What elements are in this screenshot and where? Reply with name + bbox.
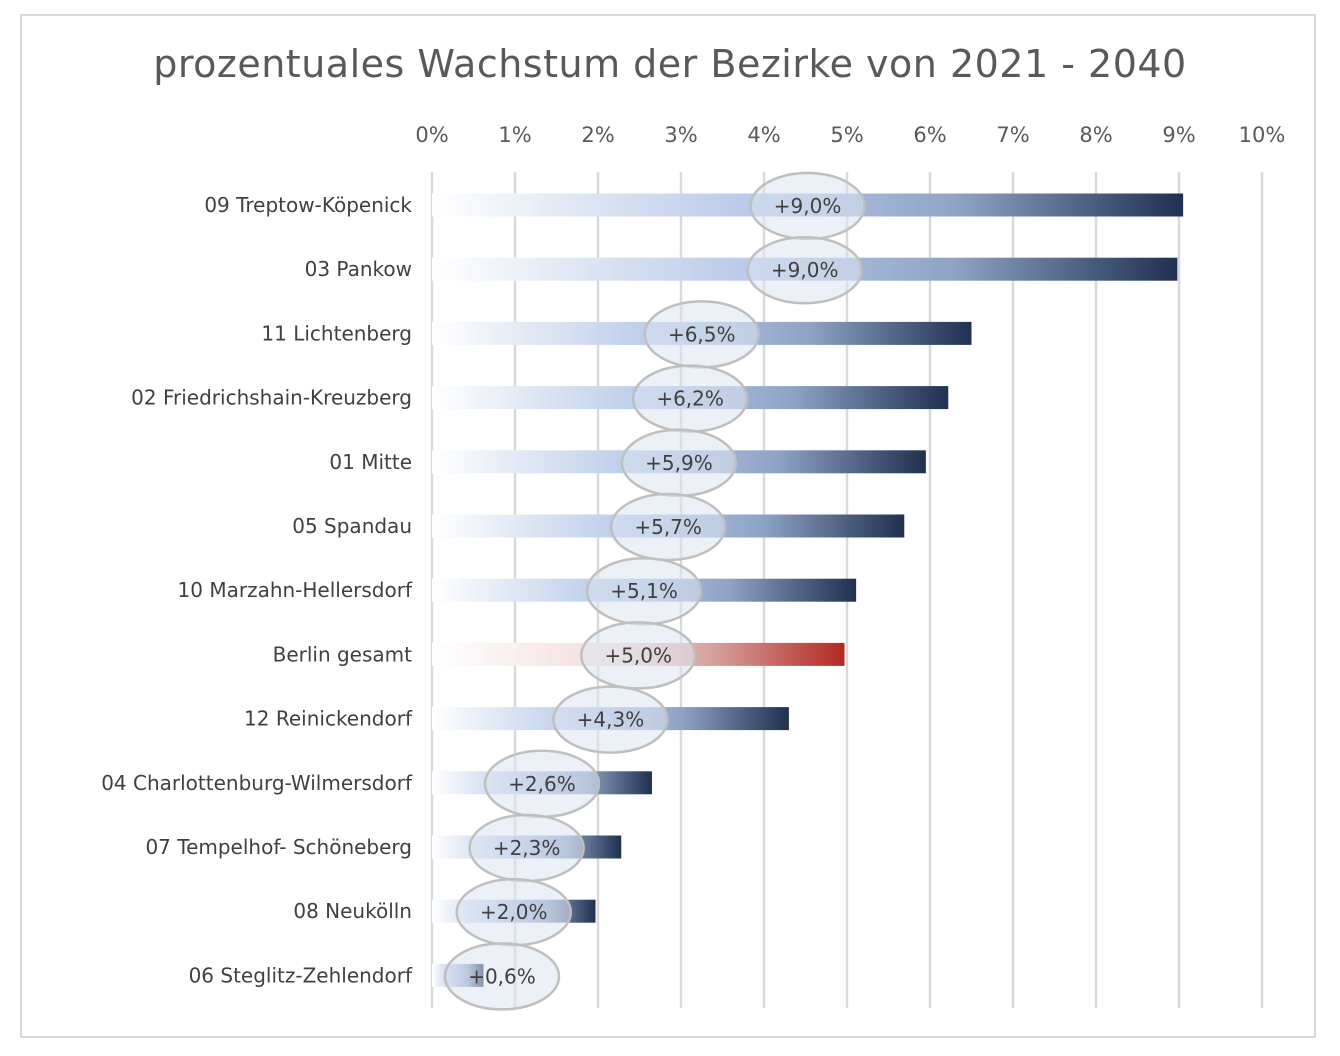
x-tick-label: 1% [498, 123, 531, 147]
x-tick-label: 5% [830, 123, 863, 147]
data-label: +5,7% [634, 515, 702, 539]
category-label: 03 Pankow [305, 257, 412, 281]
category-label: 12 Reinickendorf [244, 707, 413, 731]
data-label: +9,0% [774, 194, 842, 218]
data-label: +2,6% [508, 772, 576, 796]
category-label: 01 Mitte [329, 450, 412, 474]
data-label: +6,5% [668, 322, 736, 346]
category-label: 06 Steglitz-Zehlendorf [189, 963, 413, 987]
x-tick-label: 8% [1079, 123, 1112, 147]
x-tick-label: 7% [996, 123, 1029, 147]
data-label-bubble [443, 942, 561, 1011]
x-tick-label: 0% [415, 123, 448, 147]
category-label: 07 Tempelhof- Schöneberg [145, 835, 412, 859]
data-label: +2,0% [480, 900, 548, 924]
data-label: +9,0% [771, 258, 839, 282]
x-tick-label: 2% [581, 123, 614, 147]
x-tick-label: 10% [1239, 123, 1286, 147]
category-label: 10 Marzahn-Hellersdorf [178, 578, 413, 602]
data-label: +4,3% [577, 708, 645, 732]
x-tick-label: 4% [747, 123, 780, 147]
category-label: 04 Charlottenburg-Wilmersdorf [101, 771, 413, 795]
category-label: 05 Spandau [292, 514, 412, 538]
data-label: +6,2% [656, 387, 724, 411]
data-label: +5,9% [645, 451, 713, 475]
data-label: +0,6% [468, 964, 536, 988]
category-label: 11 Lichtenberg [261, 321, 412, 345]
category-label: 09 Treptow-Köpenick [204, 193, 412, 217]
category-label: 08 Neukölln [293, 899, 412, 923]
category-label: Berlin gesamt [273, 642, 413, 666]
x-tick-label: 9% [1162, 123, 1195, 147]
chart-title: prozentuales Wachstum der Bezirke von 20… [153, 42, 1187, 86]
category-label: 02 Friedrichshain-Kreuzberg [131, 386, 412, 410]
data-label: +5,1% [610, 579, 678, 603]
x-tick-label: 3% [664, 123, 697, 147]
data-label: +2,3% [493, 836, 561, 860]
data-label-bubble [552, 685, 669, 754]
data-label-bubble [580, 621, 697, 690]
x-tick-label: 6% [913, 123, 946, 147]
data-label: +5,0% [604, 643, 672, 667]
data-label-bubble [746, 235, 863, 305]
chart-frame [20, 14, 1316, 1038]
